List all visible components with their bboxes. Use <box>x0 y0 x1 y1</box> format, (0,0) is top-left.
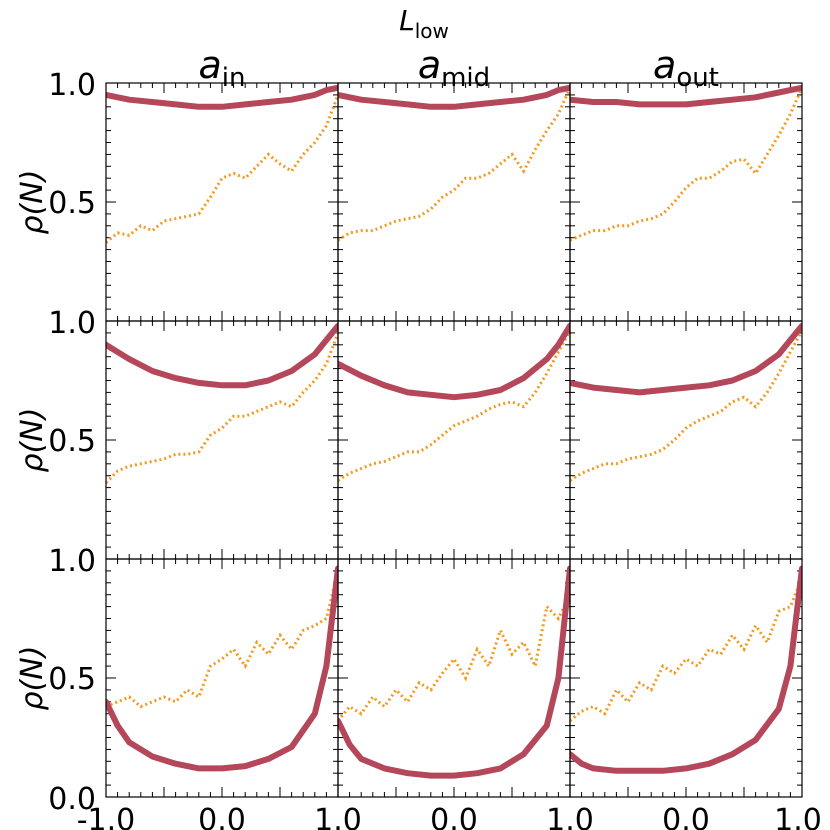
panel-r0c2 <box>569 82 803 322</box>
xtick-label-5: 0.0 <box>662 803 710 830</box>
panel-r1c2 <box>569 320 803 560</box>
series-dotted-r1c0 <box>106 332 338 484</box>
panel-r0c1 <box>337 82 571 322</box>
series-dotted-r1c2 <box>570 329 802 482</box>
panel-frame-r0c2 <box>569 82 803 322</box>
ylabel-row-2: ρ(N) <box>15 646 50 711</box>
ytick-label-row2-0.0: 0.0 <box>48 782 96 817</box>
column-title-in-main: a <box>199 43 222 87</box>
figure-suptitle: Llow <box>399 4 449 43</box>
panel-r1c0 <box>105 320 339 560</box>
xtick-label-4: 1.0 <box>546 803 594 830</box>
series-solid-r0c0 <box>106 84 338 110</box>
series-solid-r1c2 <box>570 322 802 396</box>
xtick-label-1: 0.0 <box>198 803 246 830</box>
column-title-out-subscript: out <box>676 63 719 93</box>
ylabel-row-0: ρ(N) <box>15 170 50 235</box>
series-solid-r2c1 <box>338 565 570 779</box>
panel-r2c1 <box>337 558 571 798</box>
column-title-in: ain <box>199 43 246 93</box>
suptitle-main: L <box>399 4 415 37</box>
ytick-label-row0-1.0: 1.0 <box>48 68 96 103</box>
panel-frame-r1c0 <box>105 320 339 560</box>
ytick-label-row2-1.0: 1.0 <box>48 544 96 579</box>
xtick-label-0: -1.0 <box>77 803 136 830</box>
column-title-mid-main: a <box>418 43 441 87</box>
ytick-label-row0-0.5: 0.5 <box>48 186 96 221</box>
series-dotted-r2c2 <box>570 577 802 722</box>
xtick-label-3: 0.0 <box>430 803 478 830</box>
column-title-mid-subscript: mid <box>441 63 490 93</box>
panel-r2c2 <box>569 558 803 798</box>
ytick-label-row2-0.5: 0.5 <box>48 662 96 697</box>
series-dotted-r0c0 <box>106 94 338 244</box>
panel-frame-r1c1 <box>337 320 571 560</box>
column-title-out-main: a <box>653 43 676 87</box>
series-solid-r1c1 <box>338 322 570 401</box>
ylabel-row-1: ρ(N) <box>15 408 50 473</box>
panel-frame-r1c2 <box>569 320 803 560</box>
panels-group <box>105 82 803 798</box>
panel-frame-r0c1 <box>337 82 571 322</box>
ytick-label-row1-1.0: 1.0 <box>48 306 96 341</box>
ytick-label-row1-0.5: 0.5 <box>48 424 96 459</box>
series-solid-r0c2 <box>570 84 802 108</box>
series-dotted-r0c2 <box>570 87 802 242</box>
xtick-label-6: 1.0 <box>774 803 822 830</box>
series-solid-r0c1 <box>338 84 570 110</box>
panel-frame-r2c0 <box>105 558 339 798</box>
xtick-label-2: 1.0 <box>314 803 362 830</box>
series-dotted-r1c1 <box>338 329 570 482</box>
series-dotted-r2c0 <box>106 570 338 709</box>
panel-r2c0 <box>105 558 339 798</box>
panel-frame-r0c0 <box>105 82 339 322</box>
column-title-out: aout <box>653 43 719 93</box>
series-solid-r1c0 <box>106 322 338 389</box>
panel-r1c1 <box>337 320 571 560</box>
panel-frame-r2c2 <box>569 558 803 798</box>
panel-r0c0 <box>105 82 339 322</box>
series-dotted-r0c1 <box>338 87 570 242</box>
series-solid-r2c0 <box>106 565 338 772</box>
column-title-in-subscript: in <box>222 63 246 93</box>
suptitle-subscript: low <box>415 19 449 43</box>
column-title-mid: amid <box>418 43 490 93</box>
series-solid-r2c2 <box>570 565 802 774</box>
series-dotted-r2c1 <box>338 594 570 722</box>
